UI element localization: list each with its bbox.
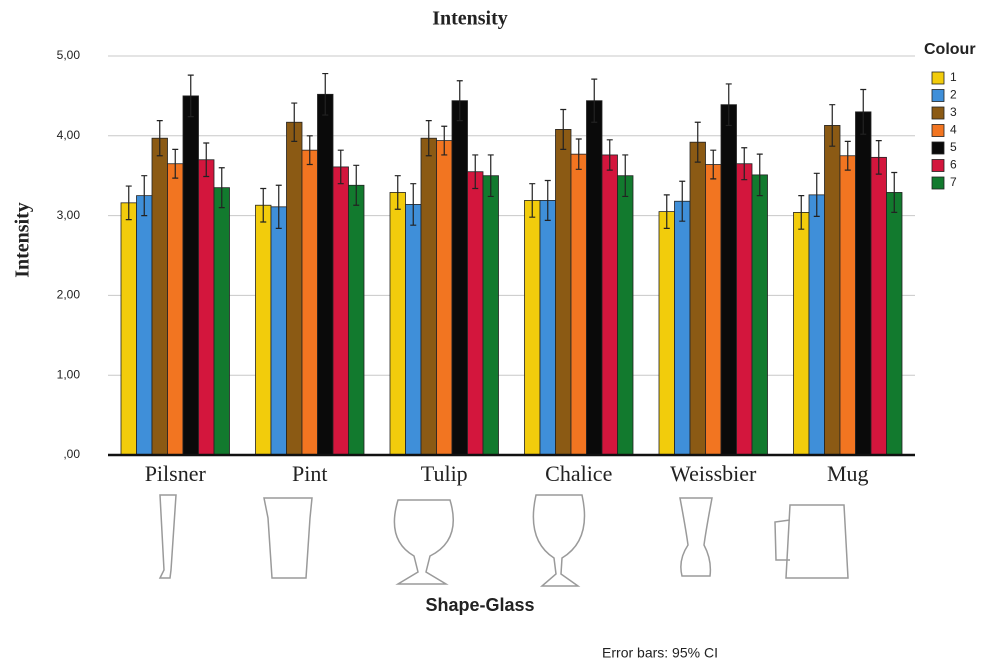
legend-title: Colour	[924, 41, 976, 58]
bar	[137, 196, 153, 455]
bar	[121, 203, 137, 455]
y-tick-label: 5,00	[57, 48, 81, 62]
bar	[737, 164, 753, 455]
bar	[214, 188, 230, 455]
bar	[794, 212, 810, 455]
bar	[452, 101, 468, 455]
bar	[675, 201, 691, 455]
legend-swatch	[932, 107, 944, 119]
tulip-glass	[394, 500, 453, 584]
legend-swatch	[932, 160, 944, 172]
bar	[302, 150, 318, 455]
legend-label: 3	[950, 105, 957, 119]
bar	[168, 164, 184, 455]
legend-label: 4	[950, 123, 957, 137]
pint-glass	[264, 498, 312, 578]
bar	[287, 122, 303, 455]
x-tick-label: Chalice	[545, 461, 612, 486]
bar	[856, 112, 872, 455]
bar	[752, 175, 768, 455]
y-tick-label: 1,00	[57, 367, 81, 381]
weissbier-glass	[680, 498, 712, 576]
bar	[871, 157, 887, 455]
y-axis-label: Intensity	[12, 202, 34, 278]
legend-swatch	[932, 125, 944, 137]
legend-swatch	[932, 177, 944, 189]
bar	[602, 155, 618, 455]
chalice-glass	[533, 495, 584, 586]
legend-label: 7	[950, 175, 957, 189]
bar	[587, 101, 603, 455]
bar	[809, 195, 825, 455]
bar	[271, 207, 287, 455]
x-tick-label: Mug	[827, 461, 869, 486]
glass-icons	[160, 495, 848, 586]
bar	[468, 172, 484, 455]
legend-label: 5	[950, 140, 957, 154]
bar	[390, 192, 406, 455]
y-tick-label: 4,00	[57, 128, 81, 142]
bar	[333, 167, 349, 455]
y-tick-label: 3,00	[57, 208, 81, 222]
bar	[556, 129, 572, 455]
legend-swatch	[932, 72, 944, 84]
legend-label: 2	[950, 88, 957, 102]
bar	[525, 200, 541, 455]
bar	[659, 212, 675, 455]
y-tick-label: ,00	[63, 447, 80, 461]
bar	[152, 138, 168, 455]
bar	[840, 156, 856, 455]
bar	[406, 204, 422, 455]
bar	[571, 154, 587, 455]
chart: Intensity Intensity Shape-Glass Error ba…	[0, 0, 998, 665]
bar	[721, 105, 737, 455]
bar	[887, 192, 903, 455]
bar	[349, 185, 365, 455]
bar	[199, 160, 215, 455]
bar	[690, 142, 706, 455]
bar	[618, 176, 634, 455]
bar	[437, 141, 453, 455]
bar	[183, 96, 199, 455]
x-tick-label: Tulip	[421, 461, 468, 486]
legend-swatch	[932, 90, 944, 102]
bar	[825, 125, 841, 455]
footnote: Error bars: 95% CI	[602, 645, 718, 661]
x-tick-label: Pilsner	[145, 461, 207, 486]
x-tick-label: Pint	[292, 461, 327, 486]
legend-label: 6	[950, 158, 957, 172]
chart-title: Intensity	[432, 8, 508, 30]
bar	[540, 200, 556, 455]
legend-swatch	[932, 142, 944, 154]
bar	[318, 94, 334, 455]
bar	[256, 205, 272, 455]
bar	[706, 165, 722, 455]
bar	[483, 176, 499, 455]
x-axis-label: Shape-Glass	[425, 595, 534, 615]
mug-glass	[775, 505, 848, 578]
bar	[421, 138, 437, 455]
pilsner-glass	[160, 495, 176, 578]
legend-label: 1	[950, 70, 957, 84]
x-tick-label: Weissbier	[670, 461, 757, 486]
y-tick-label: 2,00	[57, 288, 81, 302]
